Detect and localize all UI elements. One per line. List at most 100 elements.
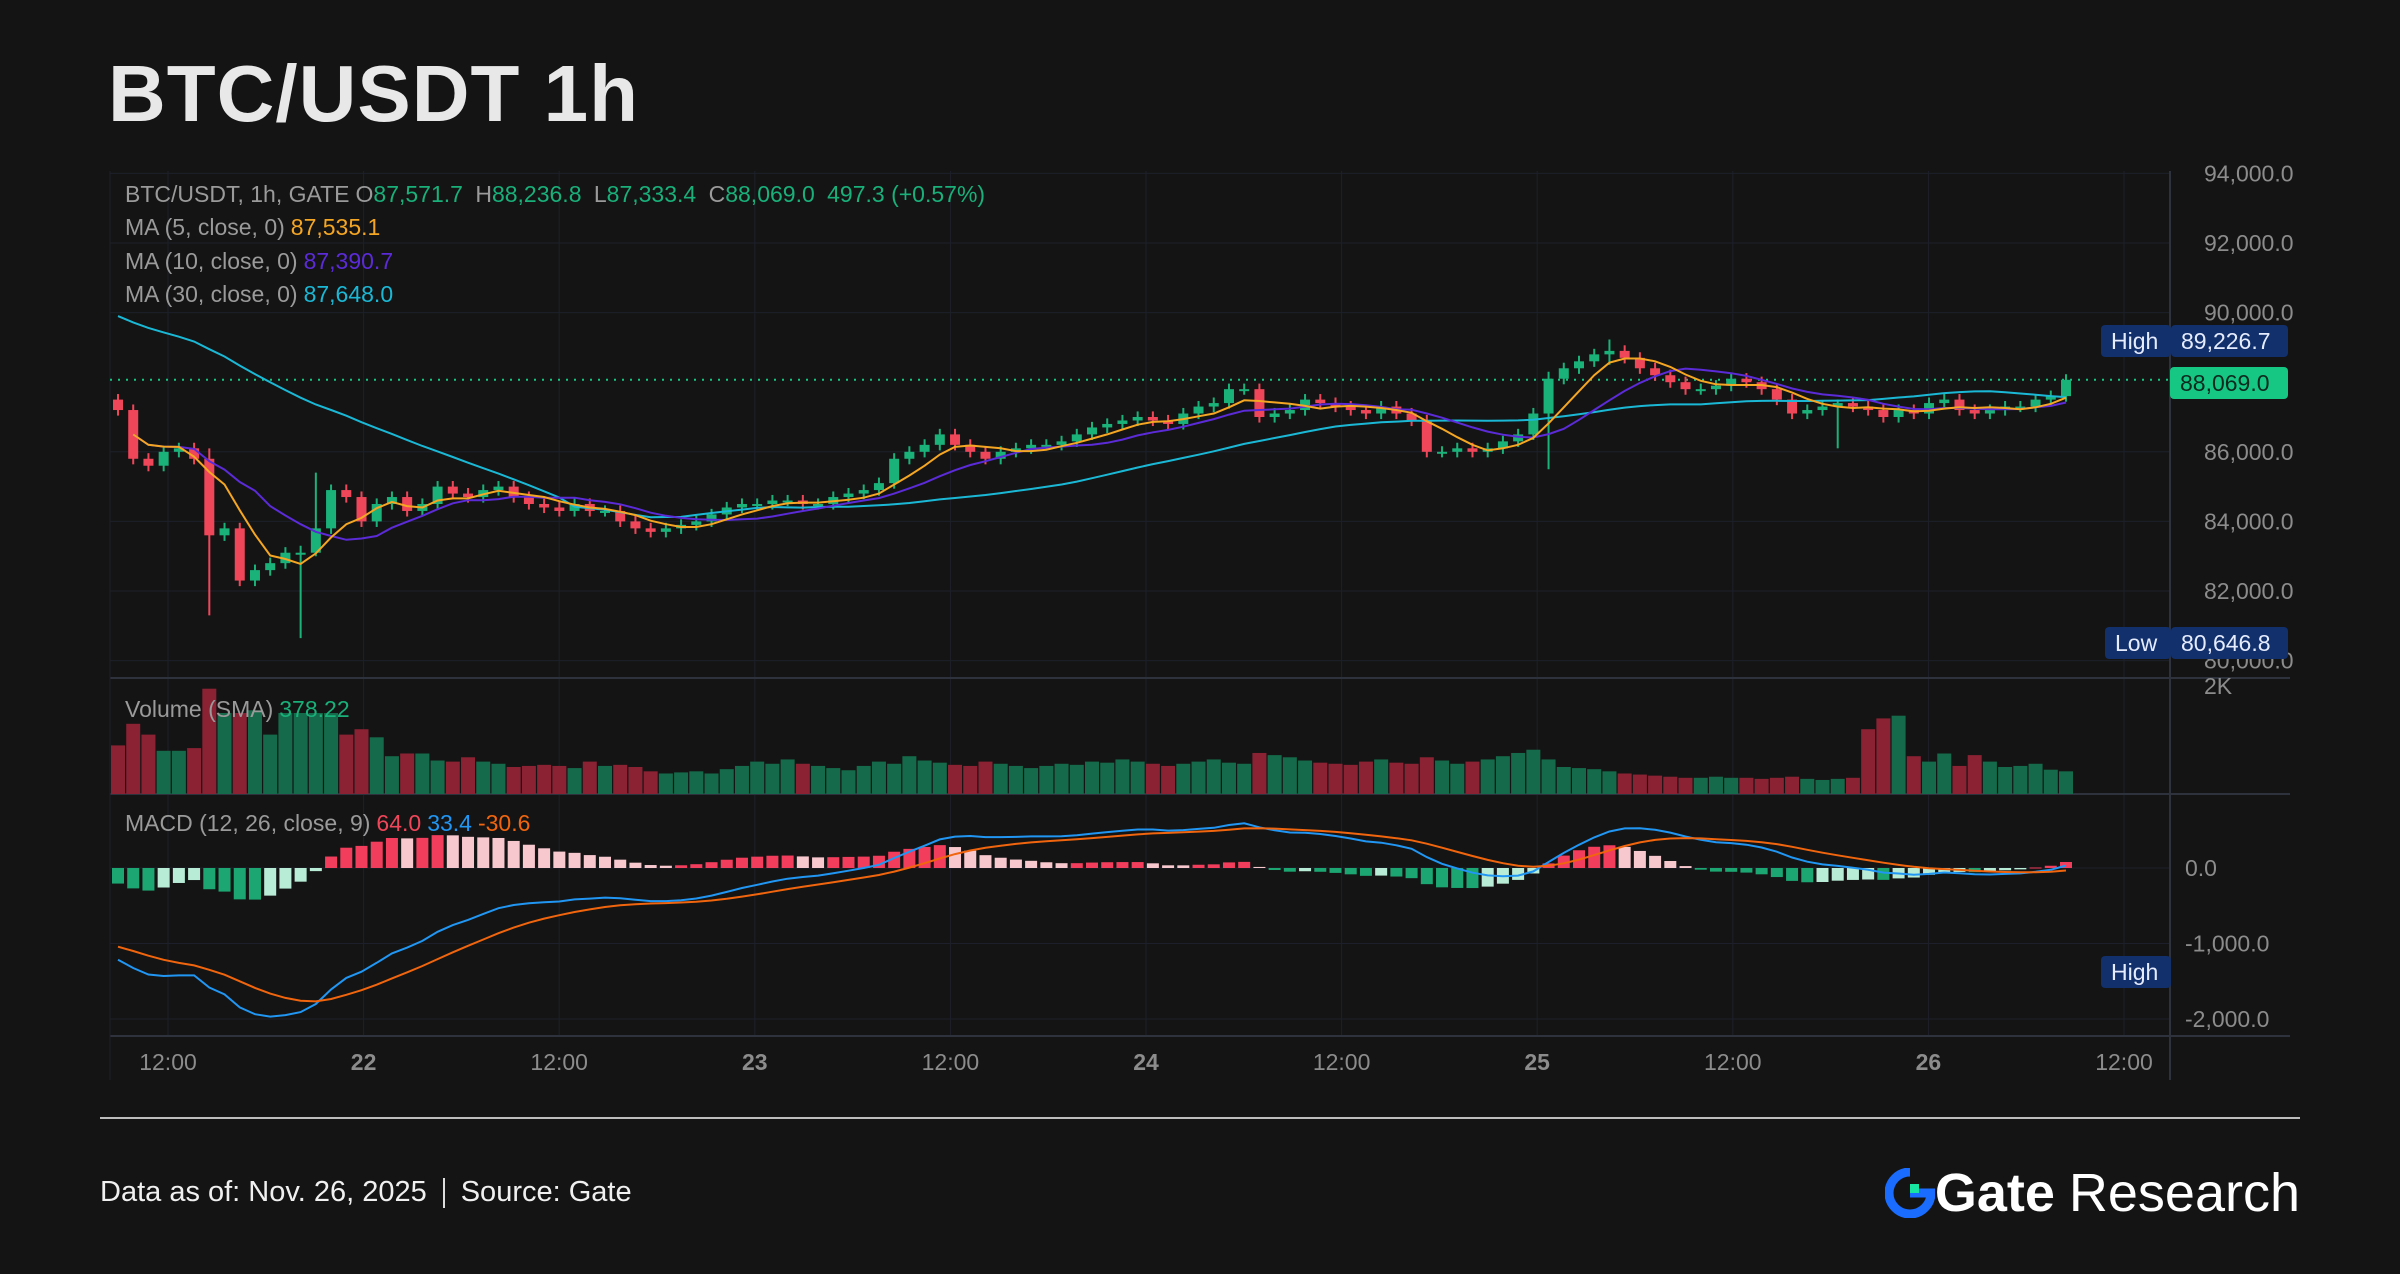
macd-histogram-bar [857,856,870,868]
price-tick-label: 84,000.0 [2204,508,2294,534]
macd-histogram-bar [1040,862,1053,868]
volume-bar [1343,764,1358,794]
macd-histogram-bar [614,859,627,868]
volume-bar [978,761,993,794]
volume-bar [1982,761,1997,794]
macd-histogram-bar [1999,868,2012,871]
candle-down [965,444,976,452]
price-tick-label: 92,000.0 [2204,230,2294,256]
symbol-label: BTC/USDT, 1h, GATE [125,181,350,207]
volume-bar [1678,777,1693,794]
volume-bar [415,753,430,794]
candle-down [1360,410,1371,414]
candle-up [873,483,884,491]
macd-histogram-bar [1846,868,1859,880]
candle-up [1284,410,1295,414]
macd-histogram-bar [462,836,475,868]
macd-histogram-bar [1557,855,1570,868]
macd-histogram-bar [994,857,1007,868]
candle-up [904,451,915,459]
volume-bar [917,760,932,794]
macd-histogram-bar [583,855,596,868]
macd-histogram-bar [1025,860,1038,868]
candle-up [660,528,671,532]
price-tick-label: 90,000.0 [2204,300,2294,326]
ma30-legend: MA (30, close, 0) 87,648.0 [125,281,399,308]
high-label: H [475,181,492,207]
volume-bar [278,713,293,794]
volume-bar [247,710,262,794]
macd-histogram-bar [355,845,368,868]
macd-histogram-bar [1101,862,1114,868]
candle-down [1163,420,1174,424]
ma30-line [117,315,2067,519]
time-tick-label: 26 [1916,1049,1942,1075]
candle-up [173,448,184,452]
candle-up [1437,451,1448,454]
macd-histogram-bar [1694,868,1707,870]
price-tick-label: 94,000.0 [2204,160,2294,186]
candle-down [630,521,641,529]
volume-bar [476,761,491,794]
close-label: C [708,181,726,207]
volume-bar [887,763,902,794]
macd-histogram-bar [1436,868,1449,888]
volume-bar [1191,761,1206,794]
macd-histogram-bar [1679,866,1692,868]
volume-bar [1161,765,1176,794]
macd-legend: MACD (12, 26, close, 9) 64.0 33.4 -30.6 [125,810,536,837]
candle-down [1147,417,1158,421]
volume-bar [1967,755,1982,794]
low-tag-label: Low [2105,627,2171,659]
macd-histogram-bar [2044,865,2057,868]
volume-bar [384,756,399,794]
macd-histogram-bar [2029,867,2042,869]
volume-bar [1769,777,1784,794]
candle-up [1041,444,1052,447]
macd-histogram-bar [1709,868,1722,872]
candle-up [813,504,824,506]
volume-bar [126,723,141,794]
candle-down [1406,413,1417,421]
macd-histogram-bar [248,868,261,900]
volume-bar [765,763,780,794]
candle-down [341,490,352,498]
volume-bar [506,767,521,794]
macd-high-tag: High [2101,956,2171,988]
volume-value: 378.22 [279,696,350,722]
candle-down [1878,410,1889,417]
macd-histogram-bar [812,857,825,868]
candle-up [691,521,702,525]
volume-bar [871,761,886,794]
macd-histogram-bar [1086,862,1098,868]
candle-up [386,497,397,504]
gate-logo-icon [1884,1168,1935,1218]
candle-down [1619,350,1630,358]
candle-up [1376,406,1387,414]
macd-histogram-bar [1512,868,1525,880]
volume-bar [1252,752,1267,794]
macd-histogram-bar [1405,868,1418,879]
macd-histogram-bar [1207,864,1220,868]
macd-histogram-bar [127,868,140,889]
macd-histogram-bar [751,856,764,868]
candle-up [1893,410,1904,417]
candle-up [1695,389,1706,392]
candle-up [843,493,854,498]
candle-up [432,486,443,504]
macd-histogram-bar [1055,863,1068,868]
macd-histogram-bar [1222,862,1235,868]
macd-histogram-bar [766,855,779,868]
volume-bar [598,765,612,794]
footer-divider [100,1117,2300,1119]
macd-histogram-bar [233,868,246,900]
volume-bar [1632,774,1647,794]
candle-up [919,444,930,452]
macd-histogram-bar [264,868,277,896]
macd-histogram-bar [629,862,642,868]
volume-bar [339,734,354,794]
ma5-label: MA (5, close, 0) [125,214,285,240]
macd-histogram-bar [1268,868,1281,871]
candle-up [2015,406,2026,409]
macd-histogram-bar [675,865,688,868]
